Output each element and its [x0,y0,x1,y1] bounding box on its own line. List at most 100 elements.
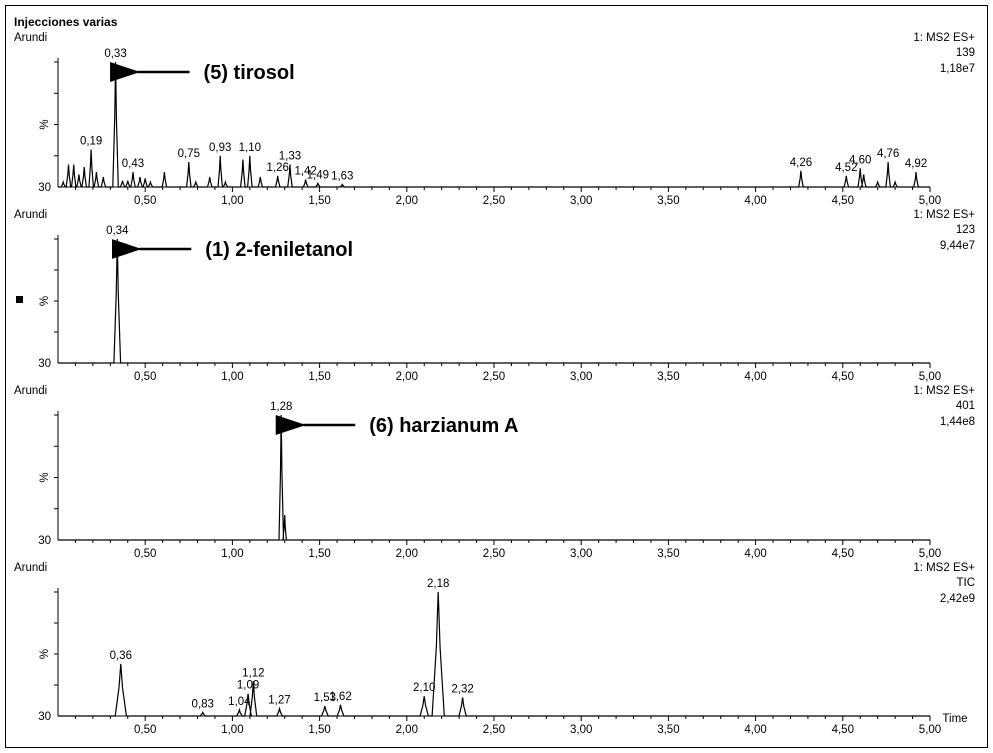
x-tick-label: 3,00 [570,548,592,560]
x-tick-label: 3,50 [657,195,679,207]
y-axis-label: % [39,649,51,659]
x-tick-label: 4,50 [832,371,854,383]
peak-label: 0,34 [106,225,129,237]
x-tick-label: 2,00 [396,371,418,383]
x-tick-label: 2,00 [396,548,418,560]
x-tick-label: 1,50 [308,548,330,560]
peak-label: 0,93 [209,142,231,154]
x-tick-label: 1,00 [221,724,243,736]
peak-label: 1,26 [267,162,289,174]
x-tick-label: 3,00 [570,195,592,207]
peak-label: 4,52 [835,162,857,174]
intensity-label: 9,44e7 [940,240,975,252]
x-tick-label: 4,00 [744,371,766,383]
peak-label: 2,18 [427,578,449,590]
x-tick-label: 0,50 [134,371,156,383]
compound-annotation: (1) 2-feniletanol [205,239,353,261]
chromatogram-trace [58,61,930,188]
chromatogram-trace [58,414,930,541]
chromatogram-trace [58,591,930,717]
x-tick-label: 3,00 [570,724,592,736]
x-tick-label: 2,50 [483,548,505,560]
peak-label: 1,27 [268,695,290,707]
intensity-label: 2,42e9 [940,593,975,605]
x-tick-label: 4,50 [832,724,854,736]
peak-label: 1,04 [228,696,251,708]
peak-label: 1,62 [329,691,351,703]
x-tick-label: 4,50 [832,548,854,560]
x-tick-label: 3,50 [657,724,679,736]
channel-label: TIC [956,577,975,589]
channel-label: 123 [956,224,975,236]
intensity-label: 1,44e8 [940,416,975,428]
y-axis-label: % [39,472,51,482]
peak-label: 1,33 [279,151,301,163]
peak-label: 2,10 [413,682,435,694]
peak-label: 1,28 [270,401,292,413]
peak-label: 0,83 [192,698,214,710]
scan-function: 1: MS2 ES+ [913,385,975,397]
peak-label: 0,19 [80,136,102,148]
scan-function: 1: MS2 ES+ [913,209,975,221]
y-axis-base-value: 30 [38,358,51,370]
x-tick-label: 1,00 [221,371,243,383]
peak-label: 1,63 [331,171,353,183]
x-tick-label: 4,00 [744,548,766,560]
chromatogram-panel-2: Arundi 1: MS2 ES+ 123 9,44e7% 30 0,50 1,00 1,50… [14,209,975,383]
x-tick-label: 4,50 [832,195,854,207]
x-tick-label: 1,50 [308,724,330,736]
peak-label: 0,75 [178,148,200,160]
peak-label: 1,12 [242,667,264,679]
legend-marker-square [16,296,23,303]
x-tick-label: 5,00 [919,195,941,207]
x-tick-label: 4,00 [744,195,766,207]
sample-label: Arundi [14,32,47,44]
peak-label: 4,76 [877,148,899,160]
x-tick-label: 2,00 [396,724,418,736]
x-tick-label: 3,50 [657,371,679,383]
peak-label: 1,53 [314,692,336,704]
x-tick-label: 2,50 [483,371,505,383]
peak-label: 1,09 [237,680,259,692]
scan-function: 1: MS2 ES+ [913,32,975,44]
x-tick-label: 5,00 [919,548,941,560]
x-tick-label: 3,50 [657,548,679,560]
channel-label: 401 [956,400,975,412]
chromatogram-panel-1: Arundi 1: MS2 ES+ 139 1,18e7% 30 0,50 1,00 1,50… [14,32,975,207]
chromatogram-panel-4: Arundi 1: MS2 ES+ TIC 2,42e9% 30 0,50 1,00 1,50… [14,562,975,736]
peak-label: 2,32 [451,683,473,695]
peak-label: 1,10 [239,142,261,154]
x-tick-label: 2,50 [483,724,505,736]
x-tick-label: 0,50 [134,195,156,207]
sample-label: Arundi [14,385,47,397]
compound-annotation: (5) tirosol [204,62,295,84]
x-axis-label: Time [942,713,967,725]
intensity-label: 1,18e7 [940,63,975,75]
peak-label: 4,26 [790,157,812,169]
window-title: Injecciones varias [14,15,118,29]
y-axis-label: % [39,119,51,129]
y-axis-label: % [39,296,51,306]
x-tick-label: 2,50 [483,195,505,207]
x-tick-label: 3,00 [570,371,592,383]
sample-label: Arundi [14,562,47,574]
chromatogram-panel-3: Arundi 1: MS2 ES+ 401 1,44e8% 30 0,50 1,00 1,50… [14,385,975,560]
y-axis-base-value: 30 [38,182,51,194]
y-axis-base-value: 30 [38,711,51,723]
x-tick-label: 5,00 [919,724,941,736]
x-tick-label: 1,50 [308,371,330,383]
x-tick-label: 1,00 [221,548,243,560]
peak-label: 0,36 [110,650,132,662]
peak-label: 4,92 [905,158,927,170]
x-tick-label: 0,50 [134,548,156,560]
x-tick-label: 2,00 [396,195,418,207]
chromatogram-frame [5,5,988,748]
sample-label: Arundi [14,209,47,221]
chromatogram-trace [58,238,930,364]
y-axis-base-value: 30 [38,535,51,547]
x-tick-label: 0,50 [134,724,156,736]
peak-label: 1,42 [294,166,316,178]
scan-function: 1: MS2 ES+ [913,562,975,574]
x-tick-label: 4,00 [744,724,766,736]
